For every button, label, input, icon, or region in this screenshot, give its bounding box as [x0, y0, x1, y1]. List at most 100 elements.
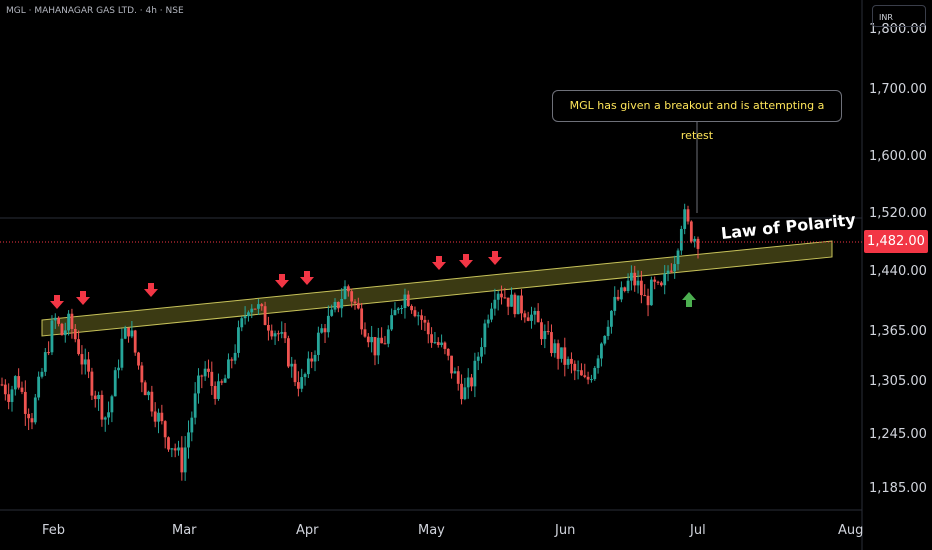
- candle-body: [103, 417, 107, 420]
- candle: [267, 316, 270, 341]
- candle-body: [586, 376, 590, 380]
- candle-body: [653, 279, 657, 282]
- candle-body: [17, 376, 21, 388]
- candle: [600, 342, 603, 367]
- candle: [380, 327, 384, 344]
- candle: [629, 265, 633, 291]
- candle-body: [27, 413, 31, 419]
- candle-body: [616, 296, 620, 300]
- symbol-title: MGL · MAHANAGAR GAS LTD. · 4h · NSE: [6, 6, 184, 16]
- candle-body: [629, 272, 633, 281]
- candle: [376, 327, 380, 365]
- candle: [20, 381, 24, 395]
- time-axis[interactable]: Feb Mar Apr May Jun Jul Aug: [42, 523, 863, 538]
- candle: [133, 329, 137, 356]
- candle: [93, 390, 97, 408]
- candle-body: [267, 324, 270, 331]
- resistance-zone: [41, 240, 833, 337]
- candle: [516, 295, 520, 315]
- candle: [440, 334, 443, 348]
- candle: [450, 355, 453, 379]
- candle-body: [420, 315, 423, 320]
- candle-body: [620, 287, 623, 300]
- candle: [556, 339, 560, 370]
- candle: [433, 331, 437, 345]
- candle-body: [180, 447, 184, 473]
- candle: [326, 305, 330, 338]
- candle-body: [343, 286, 347, 299]
- candle: [416, 311, 420, 326]
- candle-body: [203, 368, 207, 377]
- candle: [503, 287, 507, 299]
- candle: [480, 337, 483, 364]
- candle: [593, 365, 597, 381]
- candle: [696, 236, 700, 259]
- candle: [610, 310, 613, 334]
- price-axis[interactable]: 1,185.00 1,245.00 1,305.00 1,365.00 1,440.00…: [869, 22, 927, 496]
- candle-body: [593, 367, 597, 380]
- candle: [426, 319, 430, 344]
- candle-body: [683, 209, 687, 229]
- candle-body: [466, 377, 470, 388]
- candle-body: [530, 314, 533, 321]
- candle-body: [520, 295, 523, 314]
- candle-body: [566, 358, 570, 365]
- candle: [303, 372, 307, 386]
- candle: [163, 420, 167, 449]
- candle: [273, 330, 277, 345]
- candle: [80, 345, 84, 375]
- candle: [393, 302, 397, 316]
- candle-body: [483, 323, 487, 348]
- candle-body: [646, 295, 650, 306]
- candle-body: [390, 315, 394, 330]
- candle: [283, 323, 287, 344]
- candle: [50, 315, 54, 356]
- candle-body: [673, 264, 677, 272]
- candle: [296, 371, 300, 397]
- y-tick-label: 1,305.00: [869, 374, 927, 389]
- candle: [290, 356, 294, 378]
- candle: [280, 321, 284, 339]
- candle-body: [257, 304, 260, 309]
- candle: [150, 385, 154, 417]
- candle-body: [613, 296, 617, 311]
- candle-body: [153, 411, 157, 422]
- candle-body: [496, 293, 500, 300]
- candle: [543, 324, 547, 349]
- candle-body: [207, 368, 210, 372]
- candle: [57, 316, 61, 327]
- candle-body: [247, 312, 250, 317]
- candle-body: [183, 447, 187, 473]
- candle-body: [33, 397, 37, 423]
- candle-body: [596, 358, 600, 368]
- candle-body: [0, 384, 4, 386]
- candle-body: [70, 313, 74, 329]
- candle-body: [416, 315, 420, 317]
- candle-body: [110, 396, 114, 413]
- candle: [679, 225, 683, 255]
- candle: [456, 366, 460, 391]
- candle: [260, 302, 264, 311]
- candle: [70, 308, 74, 339]
- candles-group: [0, 203, 700, 481]
- candle: [363, 322, 367, 338]
- green-arrow-up-icon: [682, 292, 696, 307]
- candle-body: [639, 280, 643, 296]
- currency-button[interactable]: INR: [872, 5, 926, 27]
- y-tick-label: 1,440.00: [869, 264, 927, 279]
- candle-body: [353, 301, 357, 304]
- candle: [230, 357, 234, 369]
- candle-body: [676, 250, 680, 265]
- candle-body: [663, 273, 667, 286]
- candle: [30, 413, 34, 430]
- candle: [583, 363, 587, 379]
- candle-body: [73, 328, 77, 340]
- candle: [483, 319, 487, 355]
- candle: [153, 402, 157, 428]
- candle-body: [330, 309, 334, 316]
- candle-body: [380, 337, 384, 344]
- candle: [53, 313, 57, 329]
- candle: [526, 311, 530, 322]
- candle-body: [316, 332, 320, 355]
